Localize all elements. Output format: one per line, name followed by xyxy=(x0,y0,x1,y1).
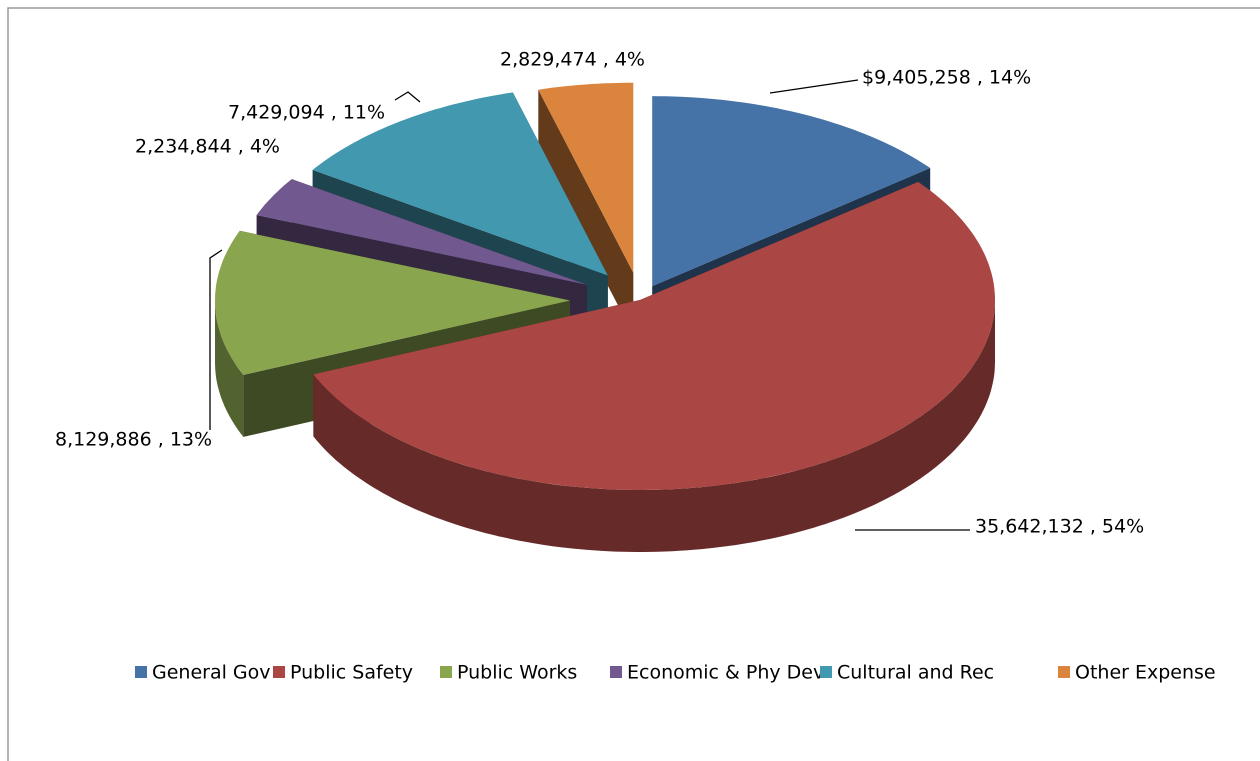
legend-swatch xyxy=(820,666,832,678)
legend-swatch xyxy=(135,666,147,678)
data-label: 2,829,474 , 4% xyxy=(500,49,645,71)
legend-swatch xyxy=(273,666,285,678)
slice-wall xyxy=(215,300,244,437)
legend-label: General Gov xyxy=(152,662,271,684)
legend-label: Economic & Phy Dev xyxy=(627,662,824,684)
legend-swatch xyxy=(1058,666,1070,678)
slice-top xyxy=(652,96,931,287)
slice-top xyxy=(312,92,608,276)
data-label: 2,234,844 , 4% xyxy=(135,136,280,158)
pie-slice xyxy=(313,181,995,552)
slice-top xyxy=(256,179,587,285)
legend-label: Other Expense xyxy=(1075,662,1216,684)
leader-line xyxy=(209,249,223,430)
chart-frame xyxy=(7,7,1260,761)
data-label: 7,429,094 , 11% xyxy=(228,102,385,124)
pie-slice xyxy=(538,82,634,335)
slice-top xyxy=(538,82,634,273)
legend-label: Cultural and Rec xyxy=(837,662,994,684)
legend-label: Public Works xyxy=(457,662,577,684)
leader-line xyxy=(769,79,859,94)
data-label: 35,642,132 , 54% xyxy=(975,516,1144,538)
legend-swatch xyxy=(610,666,622,678)
legend-label: Public Safety xyxy=(290,662,413,684)
leader-line xyxy=(394,91,421,103)
data-label: $9,405,258 , 14% xyxy=(862,67,1031,89)
slice-top xyxy=(215,230,570,375)
data-label: 8,129,886 , 13% xyxy=(55,429,212,451)
legend-swatch xyxy=(440,666,452,678)
slice-top xyxy=(313,181,995,490)
slice-wall xyxy=(313,300,995,552)
slice-side xyxy=(538,89,634,335)
